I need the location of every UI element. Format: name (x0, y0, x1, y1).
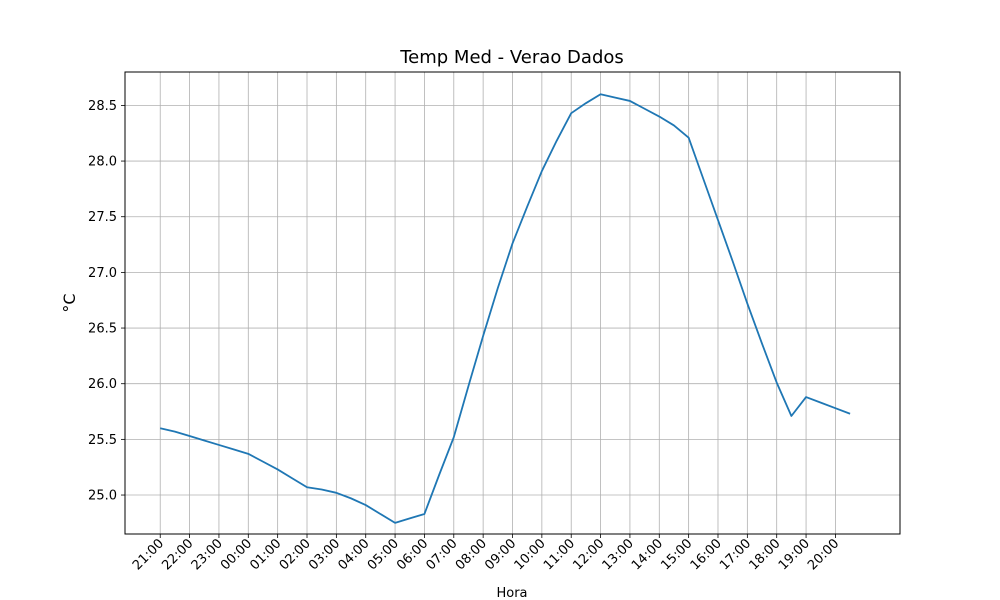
series-line-0 (160, 93, 851, 524)
y-axis-label: °C (60, 293, 79, 312)
y-tick-label: 27.5 (88, 210, 117, 225)
series-group (160, 93, 851, 524)
chart-title: Temp Med - Verao Dados (399, 47, 624, 68)
y-axis: 25.0 25.5 26.0 26.5 27.0 27.5 28.0 28.5 (88, 99, 125, 504)
y-tick-label: 25.5 (88, 433, 117, 448)
y-tick-label: 25.0 (88, 489, 117, 504)
grid-lines (125, 72, 900, 534)
y-tick-label: 28.0 (88, 155, 117, 170)
x-axis-label: Hora (496, 586, 527, 600)
y-tick-label: 26.5 (88, 322, 117, 337)
y-tick-label: 26.0 (88, 377, 117, 392)
y-tick-label: 27.0 (88, 266, 117, 281)
y-tick-label: 28.5 (88, 99, 117, 114)
